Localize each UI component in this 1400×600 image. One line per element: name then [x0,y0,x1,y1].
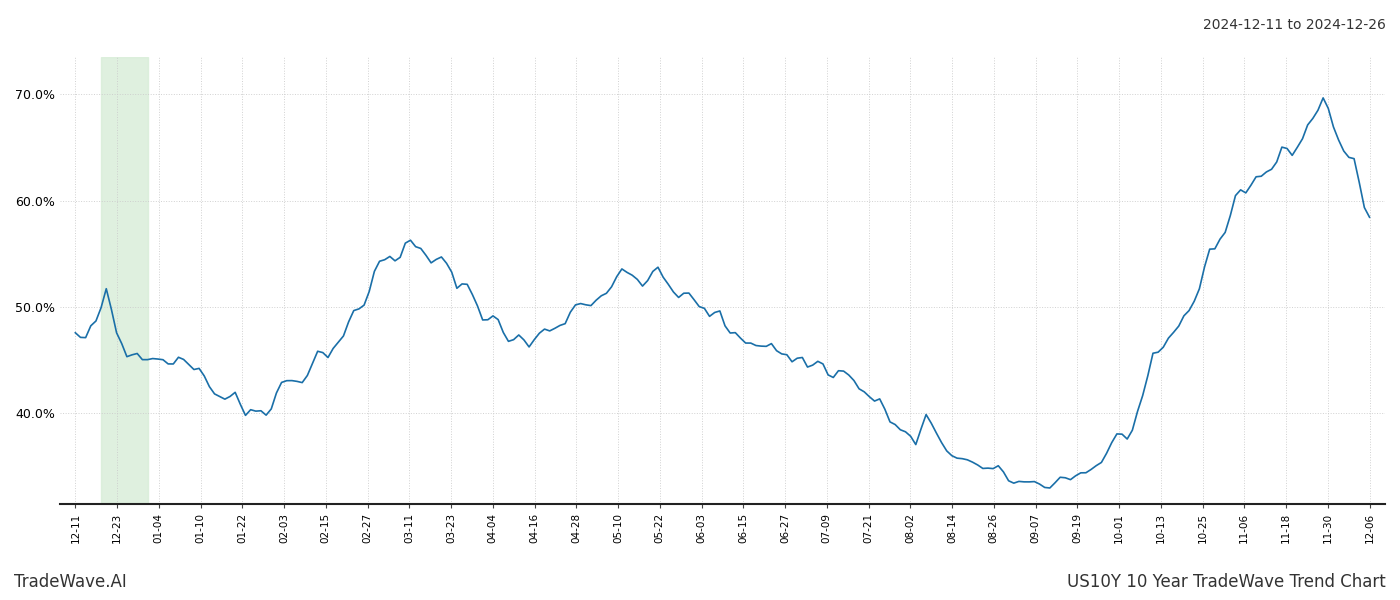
Text: US10Y 10 Year TradeWave Trend Chart: US10Y 10 Year TradeWave Trend Chart [1067,573,1386,591]
Bar [101,57,147,504]
Text: 2024-12-11 to 2024-12-26: 2024-12-11 to 2024-12-26 [1203,18,1386,32]
Text: TradeWave.AI: TradeWave.AI [14,573,127,591]
